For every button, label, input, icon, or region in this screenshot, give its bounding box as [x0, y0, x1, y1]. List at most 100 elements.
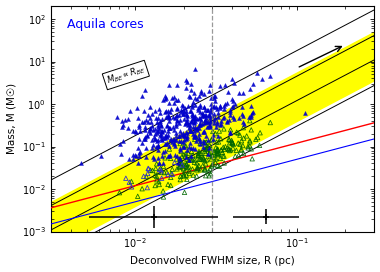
- Point: [176, 165, 182, 169]
- Point: [179, 110, 185, 114]
- Point: [178, 131, 184, 136]
- Point: [155, 170, 162, 174]
- Point: [180, 104, 186, 109]
- Point: [250, 110, 256, 114]
- Point: [198, 151, 204, 155]
- Point: [204, 145, 211, 149]
- Point: [229, 77, 235, 81]
- Point: [199, 122, 205, 126]
- Point: [185, 151, 192, 155]
- Point: [192, 119, 198, 123]
- Point: [171, 141, 177, 145]
- Point: [194, 161, 200, 165]
- Point: [194, 126, 200, 131]
- Point: [197, 120, 203, 125]
- Point: [214, 140, 220, 144]
- Point: [173, 153, 179, 157]
- Point: [165, 172, 171, 177]
- Point: [201, 130, 207, 134]
- Point: [239, 105, 245, 110]
- Point: [125, 125, 131, 130]
- Point: [160, 150, 166, 154]
- Point: [190, 125, 196, 129]
- Point: [211, 93, 217, 98]
- Point: [182, 106, 188, 110]
- Point: [162, 110, 168, 114]
- Point: [196, 157, 203, 162]
- Point: [157, 167, 163, 172]
- Point: [167, 110, 173, 114]
- Point: [202, 113, 208, 117]
- Point: [200, 113, 206, 117]
- Point: [200, 144, 206, 149]
- Point: [207, 147, 214, 152]
- Point: [203, 162, 209, 166]
- Point: [177, 174, 184, 178]
- Point: [159, 128, 165, 133]
- Point: [218, 122, 224, 126]
- Point: [139, 94, 145, 98]
- Point: [194, 168, 200, 172]
- Point: [201, 156, 207, 161]
- Point: [226, 118, 232, 122]
- Point: [203, 120, 209, 124]
- Point: [166, 101, 172, 105]
- Point: [190, 146, 196, 150]
- Point: [195, 107, 201, 112]
- Point: [177, 147, 183, 152]
- Point: [222, 144, 228, 149]
- Point: [191, 120, 197, 124]
- Point: [180, 133, 186, 137]
- Point: [197, 123, 203, 127]
- Point: [192, 125, 198, 130]
- Point: [186, 93, 192, 98]
- Point: [206, 114, 212, 118]
- Point: [165, 113, 171, 118]
- Point: [236, 116, 242, 120]
- Point: [226, 141, 233, 145]
- Point: [159, 116, 165, 121]
- Point: [176, 139, 182, 143]
- Point: [187, 141, 193, 145]
- Point: [203, 151, 209, 156]
- Point: [181, 110, 187, 114]
- Point: [154, 174, 160, 179]
- Point: [212, 150, 218, 154]
- Point: [178, 161, 184, 165]
- Point: [229, 138, 235, 143]
- Point: [136, 129, 142, 133]
- Point: [154, 178, 160, 182]
- Point: [171, 160, 177, 165]
- Point: [227, 113, 233, 117]
- Point: [116, 190, 122, 195]
- Point: [185, 122, 192, 126]
- Point: [163, 133, 169, 137]
- Point: [185, 123, 191, 128]
- Point: [210, 162, 216, 166]
- Point: [179, 103, 185, 107]
- Point: [184, 130, 190, 135]
- Point: [179, 139, 185, 143]
- Point: [217, 84, 223, 88]
- Point: [157, 121, 163, 126]
- Point: [135, 145, 141, 150]
- Point: [166, 119, 172, 123]
- Point: [197, 141, 203, 146]
- Point: [155, 156, 161, 160]
- Point: [214, 152, 220, 156]
- Point: [241, 136, 247, 140]
- Point: [149, 123, 155, 128]
- Point: [201, 92, 207, 97]
- Point: [152, 135, 158, 139]
- Point: [221, 115, 227, 119]
- Point: [184, 120, 190, 124]
- Point: [184, 114, 190, 118]
- Point: [176, 134, 182, 138]
- Point: [156, 161, 162, 166]
- Point: [171, 144, 177, 148]
- Point: [168, 175, 174, 180]
- Point: [166, 115, 172, 119]
- Point: [212, 160, 218, 165]
- Point: [141, 109, 147, 114]
- Point: [250, 82, 256, 86]
